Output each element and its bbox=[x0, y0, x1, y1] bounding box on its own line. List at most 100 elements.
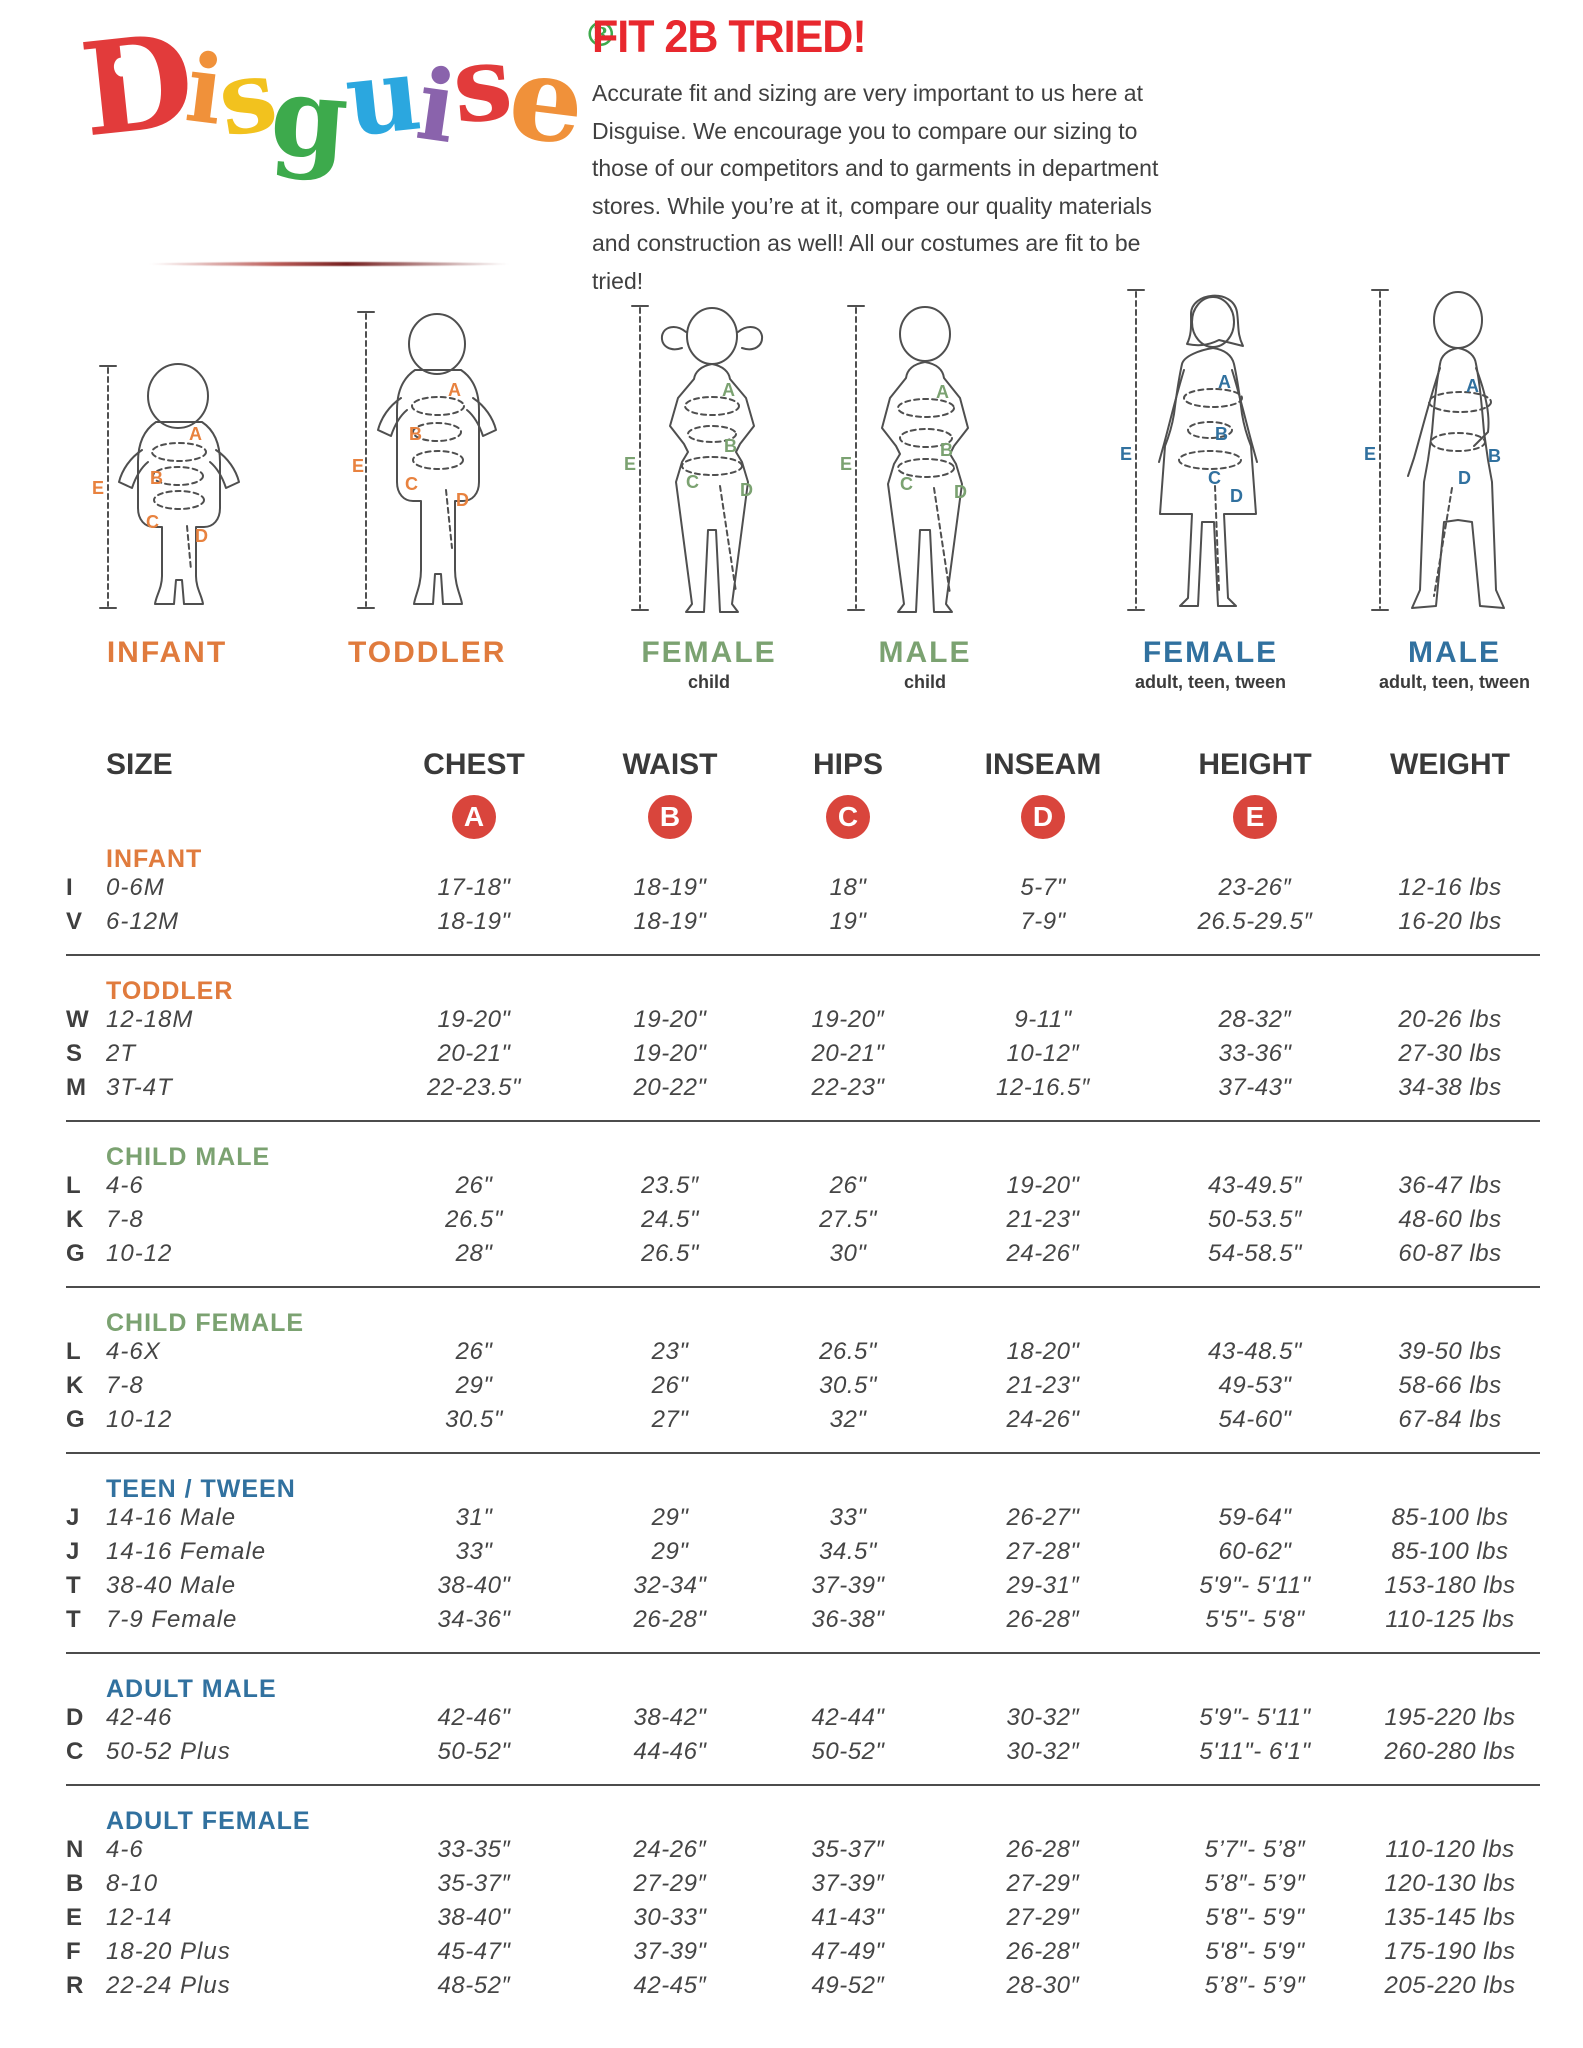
cell-hips: 34.5" bbox=[819, 1538, 877, 1565]
table-header-row: SIZE CHEST WAIST HIPS INSEAM HEIGHT WEIG… bbox=[66, 748, 1540, 782]
cell-height: 37-43" bbox=[1218, 1074, 1292, 1101]
male-child-figure-drawing: E A B C D bbox=[840, 305, 969, 613]
cell-chest: 20-21" bbox=[437, 1040, 511, 1067]
intro-block: FIT 2B TRIED! Accurate fit and sizing ar… bbox=[592, 12, 1182, 300]
size-label: 3T-4T bbox=[106, 1074, 173, 1101]
table-row: L 4-6 26" 23.5″ 26" 19-20" 43-49.5″ 36-47 lbs bbox=[66, 1172, 1540, 1206]
cell-waist: 24-26″ bbox=[633, 1836, 707, 1863]
cell-inseam: 21-23" bbox=[1006, 1372, 1080, 1399]
section-divider bbox=[66, 1652, 1540, 1654]
svg-text:E: E bbox=[352, 456, 364, 476]
size-label: 10-12 bbox=[106, 1406, 173, 1433]
cell-height: 28-32″ bbox=[1218, 1006, 1292, 1033]
cell-height: 43-49.5″ bbox=[1208, 1172, 1302, 1199]
cell-inseam: 10-12″ bbox=[1006, 1040, 1080, 1067]
cell-chest: 19-20" bbox=[437, 1006, 511, 1033]
cell-waist: 20-22" bbox=[633, 1074, 707, 1101]
figure-male-child: E A B C D MALE child bbox=[840, 286, 1010, 693]
section-header-teen-tween: TEEN / TWEEN bbox=[106, 1475, 296, 1503]
cell-hips: 41-43" bbox=[811, 1904, 885, 1931]
cell-height: 5’8″- 5’9″ bbox=[1204, 1870, 1306, 1897]
cell-waist: 30-33" bbox=[633, 1904, 707, 1931]
size-chart-table: SIZE CHEST WAIST HIPS INSEAM HEIGHT WEIG… bbox=[66, 748, 1540, 2006]
svg-text:E: E bbox=[624, 454, 636, 474]
cell-waist: 29" bbox=[651, 1538, 689, 1565]
cell-chest: 33-35″ bbox=[437, 1836, 511, 1863]
table-row: G 10-12 28" 26.5" 30" 24-26″ 54-58.5" 60-87 lbs bbox=[66, 1240, 1540, 1274]
table-row: W 12-18M 19-20" 19-20" 19-20″ 9-11" 28-32″ 20-2… bbox=[66, 1006, 1540, 1040]
size-label: 4-6X bbox=[106, 1338, 161, 1365]
measurement-badges-row: A B C D E bbox=[66, 794, 1540, 840]
cell-hips: 47-49" bbox=[811, 1938, 885, 1965]
svg-text:B: B bbox=[1488, 446, 1501, 466]
size-label: 0-6M bbox=[106, 874, 165, 901]
cell-waist: 24.5" bbox=[641, 1206, 699, 1233]
cell-inseam: 18-20" bbox=[1006, 1338, 1080, 1365]
cell-inseam: 26-28″ bbox=[1006, 1938, 1080, 1965]
table-row: G 10-12 30.5" 27" 32" 24-26" 54-60" 67-84 lbs bbox=[66, 1406, 1540, 1440]
cell-hips: 49-52″ bbox=[811, 1972, 885, 1999]
svg-text:E: E bbox=[1120, 444, 1132, 464]
cell-inseam: 26-28″ bbox=[1006, 1836, 1080, 1863]
cell-height: 5'8"- 5'9" bbox=[1205, 1904, 1305, 1931]
cell-waist: 27-29″ bbox=[633, 1870, 707, 1897]
cell-weight: 60-87 lbs bbox=[1398, 1240, 1502, 1267]
measurement-figures: E A B C D INFANT E bbox=[0, 248, 1583, 718]
svg-text:B: B bbox=[150, 468, 163, 488]
cell-height: 5’8″- 5’9″ bbox=[1204, 1972, 1306, 1999]
svg-text:C: C bbox=[1208, 468, 1221, 488]
cell-inseam: 27-29″ bbox=[1006, 1904, 1080, 1931]
size-label: 22-24 Plus bbox=[106, 1972, 231, 1999]
section-divider bbox=[66, 954, 1540, 956]
section-divider bbox=[66, 1784, 1540, 1786]
badge-d-icon: D bbox=[1021, 795, 1065, 839]
row-letter: J bbox=[66, 1538, 80, 1565]
figure-caption: INFANT bbox=[106, 636, 228, 669]
cell-hips: 20-21" bbox=[811, 1040, 885, 1067]
cell-inseam: 12-16.5″ bbox=[996, 1074, 1090, 1101]
svg-text:E: E bbox=[1364, 444, 1376, 464]
cell-weight: 110-120 lbs bbox=[1385, 1836, 1515, 1863]
cell-chest: 33" bbox=[455, 1538, 493, 1565]
cell-chest: 48-52″ bbox=[437, 1972, 511, 1999]
cell-hips: 42-44" bbox=[811, 1704, 885, 1731]
cell-weight: 58-66 lbs bbox=[1398, 1372, 1502, 1399]
cell-hips: 27.5" bbox=[819, 1206, 877, 1233]
logo-letter: e bbox=[501, 28, 592, 172]
cell-height: 60-62" bbox=[1218, 1538, 1292, 1565]
cell-weight: 27-30 lbs bbox=[1398, 1040, 1502, 1067]
cell-weight: 36-47 lbs bbox=[1398, 1172, 1502, 1199]
cell-waist: 23.5″ bbox=[641, 1172, 699, 1199]
cell-hips: 50-52" bbox=[811, 1738, 885, 1765]
size-label: 4-6 bbox=[106, 1172, 144, 1199]
section-divider bbox=[66, 1452, 1540, 1454]
svg-text:D: D bbox=[954, 482, 967, 502]
cell-hips: 22-23" bbox=[811, 1074, 885, 1101]
size-label: 50-52 Plus bbox=[106, 1738, 231, 1765]
svg-text:A: A bbox=[1218, 372, 1231, 392]
cell-hips: 30.5" bbox=[819, 1372, 877, 1399]
cell-weight: 67-84 lbs bbox=[1398, 1406, 1502, 1433]
female-child-figure-drawing: E A B C D bbox=[624, 305, 764, 613]
cell-inseam: 21-23" bbox=[1006, 1206, 1080, 1233]
cell-hips: 36-38" bbox=[811, 1606, 885, 1633]
table-row: J 14-16 Female 33" 29" 34.5" 27-28" 60-62" 85-1… bbox=[66, 1538, 1540, 1572]
figure-infant: E A B C D INFANT bbox=[92, 330, 242, 672]
row-letter: S bbox=[66, 1040, 83, 1067]
figure-female-child: E A B C D FEMALE child bbox=[624, 286, 794, 693]
cell-weight: 153-180 lbs bbox=[1384, 1572, 1516, 1599]
row-letter: M bbox=[66, 1074, 86, 1101]
column-header-chest: CHEST bbox=[423, 748, 525, 781]
cell-hips: 33" bbox=[829, 1504, 867, 1531]
cell-height: 5’7″- 5’8″ bbox=[1204, 1836, 1306, 1863]
cell-chest: 31" bbox=[455, 1504, 493, 1531]
cell-waist: 18-19" bbox=[633, 908, 707, 935]
cell-chest: 29" bbox=[455, 1372, 493, 1399]
badge-b-icon: B bbox=[648, 795, 692, 839]
section-header-child-male: CHILD MALE bbox=[106, 1143, 271, 1171]
size-label: 7-8 bbox=[106, 1372, 144, 1399]
svg-text:B: B bbox=[1215, 424, 1228, 444]
badge-c-icon: C bbox=[826, 795, 870, 839]
cell-hips: 30" bbox=[829, 1240, 867, 1267]
size-label: 18-20 Plus bbox=[106, 1938, 231, 1965]
